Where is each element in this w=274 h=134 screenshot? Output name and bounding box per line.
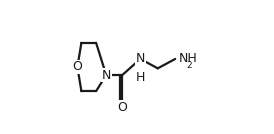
Text: O: O xyxy=(117,101,127,114)
Text: O: O xyxy=(72,60,82,74)
Text: H: H xyxy=(136,71,145,84)
Text: N: N xyxy=(101,68,111,82)
Text: 2: 2 xyxy=(186,61,192,70)
Text: N: N xyxy=(136,52,145,66)
Text: NH: NH xyxy=(179,52,197,66)
